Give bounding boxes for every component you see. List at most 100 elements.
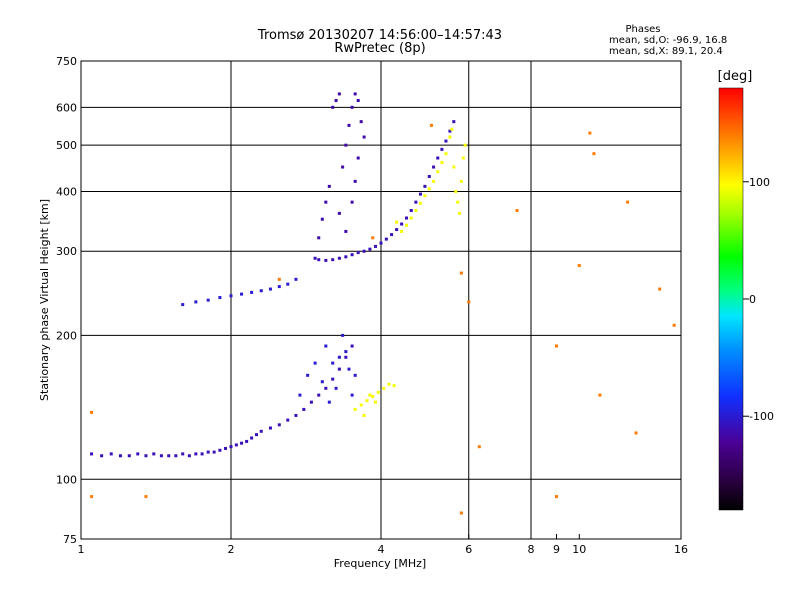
- data-point: [334, 386, 338, 390]
- data-point: [277, 423, 281, 427]
- data-point: [324, 258, 328, 262]
- data-point: [452, 120, 456, 124]
- data-point: [240, 292, 244, 296]
- data-point: [423, 184, 427, 188]
- data-point: [250, 436, 254, 440]
- x-tick-label: 1: [78, 543, 85, 556]
- data-point: [144, 495, 148, 499]
- data-point: [392, 384, 396, 388]
- y-axis-label: Stationary phase Virtual Height [km]: [38, 199, 51, 401]
- colorbar-tick-label: -100: [749, 410, 774, 423]
- data-point: [298, 393, 302, 397]
- data-point: [344, 255, 348, 259]
- data-point: [259, 429, 263, 433]
- data-point: [359, 403, 363, 407]
- data-point: [268, 426, 272, 430]
- y-tick-label: 300: [56, 245, 77, 258]
- data-point: [414, 200, 418, 204]
- data-point: [306, 373, 310, 377]
- data-point: [341, 165, 345, 169]
- data-point: [324, 386, 328, 390]
- data-point: [234, 443, 238, 447]
- data-point: [427, 174, 431, 178]
- data-point: [313, 361, 317, 365]
- data-point: [337, 92, 341, 96]
- data-point: [376, 390, 380, 394]
- data-point: [320, 380, 324, 384]
- data-point: [347, 367, 351, 371]
- data-point: [598, 393, 602, 397]
- data-point: [448, 135, 452, 139]
- data-point: [277, 285, 281, 289]
- x-axis-label: Frequency [MHz]: [334, 557, 426, 570]
- data-point: [229, 445, 233, 449]
- data-point: [404, 223, 408, 227]
- data-point: [294, 413, 298, 417]
- data-point: [320, 217, 324, 221]
- data-point: [317, 236, 321, 240]
- data-point: [463, 143, 467, 147]
- data-point: [181, 303, 185, 307]
- data-point: [245, 439, 249, 443]
- data-point: [454, 189, 458, 193]
- y-tick-label: 100: [56, 473, 77, 486]
- data-point: [167, 454, 171, 458]
- data-point: [418, 201, 422, 205]
- y-tick-label: 500: [56, 139, 77, 152]
- data-point: [159, 454, 163, 458]
- x-tick-label: 16: [674, 543, 688, 556]
- data-point: [254, 433, 258, 437]
- data-point: [362, 413, 366, 417]
- data-point: [459, 179, 463, 183]
- data-point: [409, 209, 413, 213]
- data-point: [327, 400, 331, 404]
- data-point: [436, 170, 440, 174]
- y-tick-label: 75: [63, 533, 77, 546]
- data-point: [344, 143, 348, 147]
- data-point: [90, 410, 94, 414]
- data-point: [344, 355, 348, 359]
- data-point: [224, 446, 228, 450]
- data-point: [206, 298, 210, 302]
- data-point: [302, 407, 306, 411]
- data-point: [440, 160, 444, 164]
- y-tick-labels: 75 100 200 300 400 500 600 750: [56, 55, 77, 546]
- data-point: [313, 256, 317, 260]
- chart-title: Tromsø 20130207 14:56:00–14:57:43: [257, 28, 502, 43]
- data-point: [337, 256, 341, 260]
- data-point: [459, 271, 463, 275]
- data-point: [429, 123, 433, 127]
- y-tick-label: 750: [56, 55, 77, 68]
- data-point: [658, 287, 662, 291]
- data-point: [240, 441, 244, 445]
- data-point: [286, 418, 290, 422]
- data-point: [359, 120, 363, 124]
- data-point: [515, 209, 519, 213]
- data-point: [317, 258, 321, 262]
- data-point: [432, 165, 436, 169]
- data-point: [309, 400, 313, 404]
- data-point: [100, 454, 104, 458]
- data-point: [418, 192, 422, 196]
- data-point: [672, 323, 676, 327]
- data-point: [350, 200, 354, 204]
- data-point: [294, 277, 298, 281]
- data-point: [337, 355, 341, 359]
- legend-line-o: mean, sd,O: -96.9, 16.8: [609, 35, 727, 46]
- data-point: [324, 344, 328, 348]
- data-point: [268, 287, 272, 291]
- data-point: [324, 200, 328, 204]
- data-point: [374, 400, 378, 404]
- legend-title: Phases: [625, 24, 660, 35]
- data-point: [331, 377, 335, 381]
- data-point: [588, 131, 592, 135]
- data-point: [194, 452, 198, 456]
- data-point: [277, 277, 281, 281]
- data-point: [350, 393, 354, 397]
- data-point: [452, 165, 456, 169]
- data-point: [458, 211, 462, 215]
- data-point: [327, 184, 331, 188]
- data-point: [362, 249, 366, 253]
- data-point: [634, 431, 638, 435]
